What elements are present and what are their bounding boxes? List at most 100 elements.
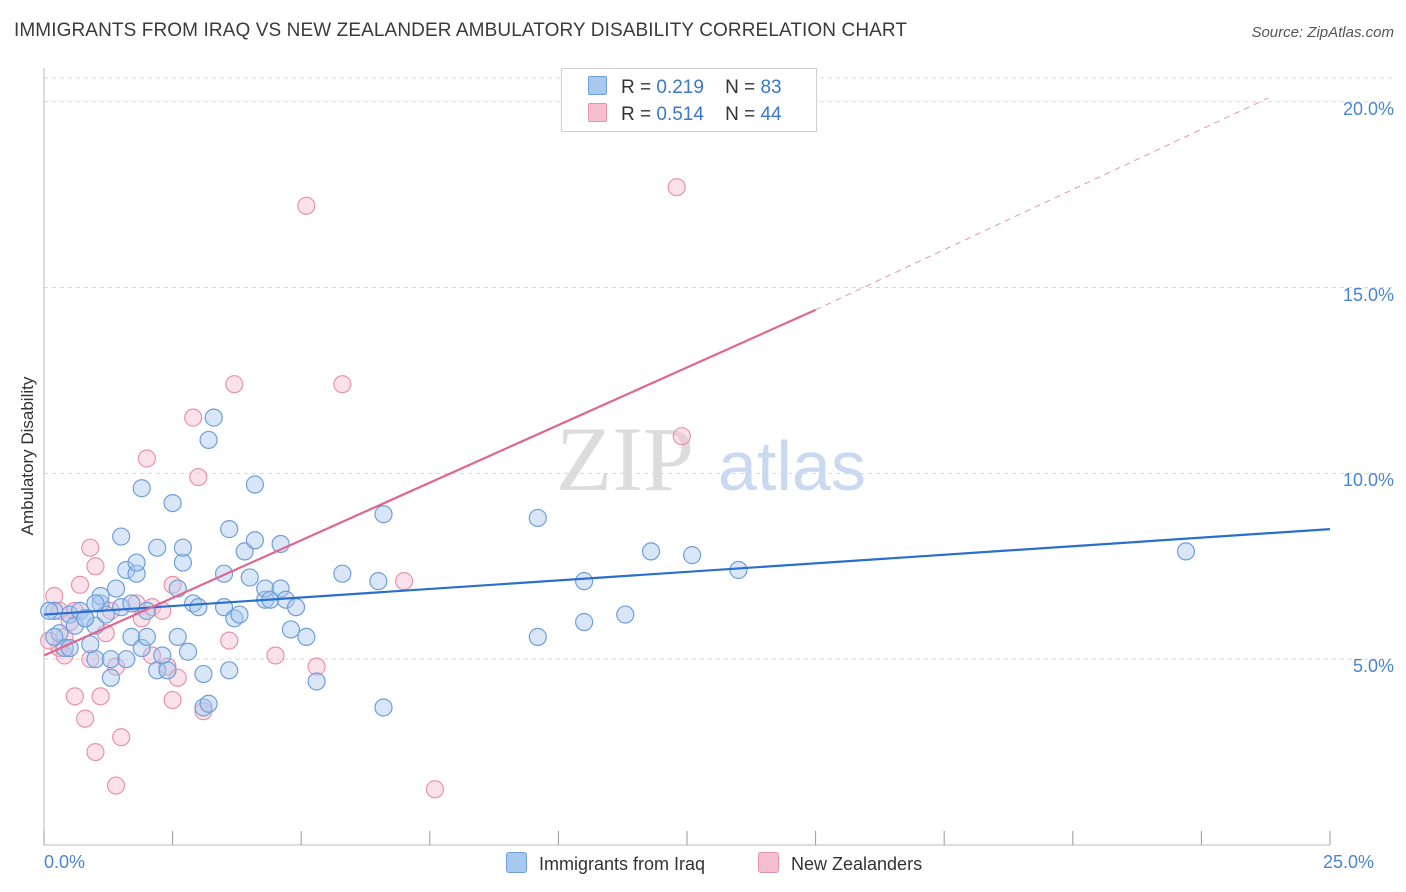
iraq-point (101, 650, 120, 669)
nz-point (667, 178, 686, 197)
iraq-point (245, 531, 265, 550)
y-tick-label: 5.0% (1352, 656, 1394, 677)
nz-point (672, 427, 691, 446)
iraq-point (729, 560, 748, 580)
iraq-point (369, 572, 388, 591)
iraq-point (1176, 542, 1196, 561)
legend-n-label: N = (725, 77, 756, 98)
y-tick-label: 20.0% (1342, 98, 1394, 119)
iraq-point (575, 572, 594, 591)
iraq-point (616, 605, 635, 624)
legend-r-value: 0.514 (656, 104, 704, 125)
iraq-point (297, 627, 316, 646)
iraq-point (76, 609, 95, 628)
iraq-point (281, 620, 301, 639)
iraq-point (45, 627, 64, 646)
iraq-point (256, 579, 275, 598)
iraq-point (199, 694, 218, 713)
iraq-point (101, 668, 120, 687)
bottom-legend-swatch-pink (758, 852, 779, 873)
nz-point (168, 668, 187, 687)
legend: R = 0.219 N = 83 R = 0.514 N = 44 (561, 68, 817, 132)
iraq-point (641, 542, 661, 561)
nz-point (266, 646, 285, 665)
iraq-point (189, 598, 208, 617)
source-label: Source: ZipAtlas.com (1251, 24, 1394, 41)
legend-row-nz: R = 0.514 N = 44 (588, 103, 782, 127)
iraq-point (163, 493, 182, 513)
nz-point (81, 538, 100, 557)
bottom-legend-swatch-blue (506, 852, 527, 873)
iraq-point (528, 627, 547, 646)
legend-row-iraq: R = 0.219 N = 83 (588, 76, 782, 100)
x-tick-min: 0.0% (44, 852, 86, 872)
iraq-point (178, 642, 198, 661)
iraq-point (122, 627, 141, 646)
iraq-point (40, 601, 59, 620)
iraq-point (112, 527, 131, 546)
iraq-point (220, 661, 239, 680)
nz-point (50, 601, 69, 620)
y-tick-label: 10.0% (1342, 470, 1394, 491)
nz-point (86, 557, 105, 576)
bottom-legend-iraq: Immigrants from Iraq (506, 852, 705, 875)
iraq-point (132, 479, 151, 498)
nz-point (163, 690, 182, 710)
trend-lines (43, 97, 1331, 657)
iraq-point (148, 538, 167, 557)
iraq-point (235, 542, 254, 561)
nz-point (307, 657, 326, 676)
iraq-point (106, 579, 126, 598)
iraq-point (132, 638, 151, 658)
iraq-point (60, 605, 79, 624)
iraq-point (374, 698, 393, 717)
iraq-point (86, 650, 105, 669)
chart-title: IMMIGRANTS FROM IRAQ VS NEW ZEALANDER AM… (14, 20, 908, 41)
watermark-atlas: atlas (718, 427, 866, 505)
nz-trend-line (43, 308, 817, 657)
nz-point (91, 687, 110, 706)
axes (43, 68, 1331, 846)
legend-swatch-blue (588, 76, 607, 95)
data-points (40, 178, 1196, 799)
y-tick-label: 15.0% (1342, 284, 1394, 305)
bottom-legend-label: New Zealanders (791, 854, 923, 874)
legend-n-label: N = (725, 104, 756, 125)
nz-point (220, 631, 239, 650)
iraq-trend-line (43, 528, 1331, 616)
iraq-point (286, 598, 306, 617)
bottom-legend-nz: New Zealanders (758, 852, 922, 875)
iraq-point (199, 430, 218, 450)
nz-trend-extension (815, 97, 1269, 311)
legend-r-label: R = (621, 77, 652, 98)
nz-point (425, 780, 445, 799)
iraq-point (528, 508, 547, 528)
iraq-point (575, 612, 594, 632)
iraq-point (117, 650, 136, 669)
legend-swatch-pink (588, 103, 607, 122)
nz-point (81, 650, 100, 669)
legend-r-value: 0.219 (656, 77, 704, 98)
iraq-point (271, 579, 290, 598)
bottom-legend-label: Immigrants from Iraq (539, 854, 706, 874)
iraq-point (91, 594, 110, 613)
iraq-point (230, 605, 249, 624)
iraq-point (220, 520, 239, 539)
nz-point (137, 449, 156, 468)
watermark-zip: ZIP (556, 408, 694, 510)
nz-point (112, 728, 131, 747)
iraq-point (194, 664, 213, 684)
nz-point (394, 572, 414, 591)
nz-point (225, 375, 244, 394)
nz-point (86, 742, 105, 762)
iraq-point (333, 564, 352, 583)
iraq-point (374, 505, 393, 524)
iraq-point (117, 560, 136, 580)
iraq-point (307, 672, 326, 691)
nz-point (65, 687, 84, 706)
iraq-point (173, 553, 192, 572)
nz-point (106, 776, 126, 795)
legend-r-label: R = (621, 104, 652, 125)
nz-point (333, 375, 352, 394)
iraq-point (137, 627, 156, 646)
